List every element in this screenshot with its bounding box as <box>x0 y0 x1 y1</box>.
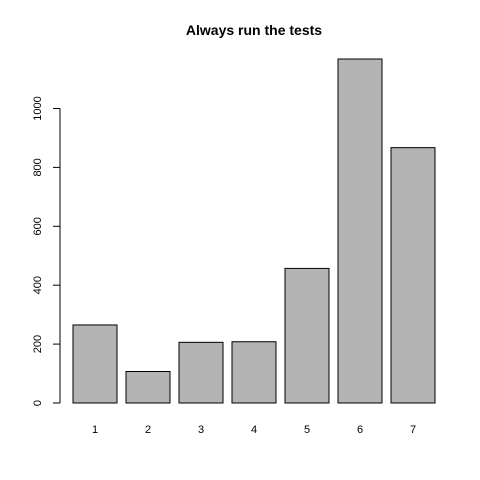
bar-4 <box>231 341 277 404</box>
y-tick-label: 0 <box>32 400 44 406</box>
chart-title: Always run the tests <box>186 22 322 38</box>
y-tick-label: 400 <box>32 276 44 294</box>
y-tick-label: 1000 <box>32 96 44 120</box>
bar-3 <box>178 341 224 404</box>
x-tick-labels: 1 2 3 4 5 6 7 <box>92 424 416 436</box>
bar-6 <box>337 58 383 404</box>
x-tick-label: 2 <box>145 424 151 436</box>
x-tick-label: 1 <box>92 424 98 436</box>
x-tick-label: 6 <box>357 424 363 436</box>
x-tick-label: 4 <box>251 424 257 436</box>
x-tick-label: 7 <box>410 424 416 436</box>
y-tick-label: 800 <box>32 158 44 176</box>
x-tick-label: 3 <box>198 424 204 436</box>
y-tick-label: 200 <box>32 335 44 353</box>
bars-group <box>72 58 436 404</box>
y-tick-label: 600 <box>32 217 44 235</box>
y-axis: 0 200 400 600 800 1000 <box>32 96 61 406</box>
x-tick-label: 5 <box>304 424 310 436</box>
bar-7 <box>390 147 436 404</box>
bar-5 <box>284 267 330 404</box>
bar-2 <box>125 370 171 404</box>
bar-1 <box>72 324 118 404</box>
